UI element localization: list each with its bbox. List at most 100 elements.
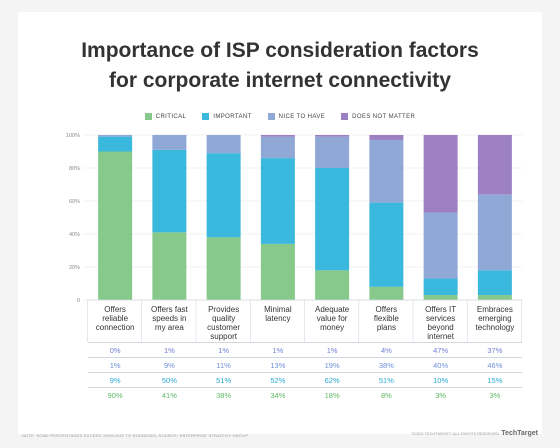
category-label-line: my area [154, 323, 184, 332]
footer-note: NOTE: SOME PERCENTAGES EXCEED 100% DUE T… [22, 433, 249, 438]
bar-does-not-matter [477, 135, 512, 195]
bar-nice-to-have [369, 139, 404, 203]
footer-credit: ©2023 TECHTARGET. ALL RIGHTS RESERVED. T… [412, 430, 538, 437]
bar-nice-to-have [152, 135, 187, 150]
value-cell: 52% [270, 376, 286, 385]
value-cell: 10% [433, 376, 449, 385]
category-label: Minimal latency [254, 305, 302, 323]
value-cell: 11% [216, 361, 231, 370]
value-cell: 3% [489, 391, 501, 400]
bar-important [152, 149, 187, 233]
footer-copyright: ©2023 TECHTARGET. ALL RIGHTS RESERVED. [411, 431, 501, 436]
category-label-line: quality [212, 314, 236, 323]
bar-critical [477, 295, 512, 300]
value-cell: 51% [378, 376, 394, 385]
bar-critical [98, 151, 133, 300]
category-label: Embraces emerging technology [471, 305, 519, 332]
category-label-line: emerging [478, 314, 512, 323]
category-label-line: money [320, 323, 345, 332]
bar-important [477, 270, 512, 296]
category-label-line: connection [95, 323, 135, 332]
y-tick-label: 20% [69, 265, 80, 271]
value-cell: 1% [326, 346, 338, 355]
value-row-nice-to-have: 1% 9% 11% 13% 19% 38% 40% 46% [88, 357, 522, 372]
bar-critical [423, 295, 458, 300]
bar-critical [369, 286, 404, 300]
value-cell: 37% [487, 346, 503, 355]
legend-swatch-critical [144, 113, 152, 120]
chart-title: Importance of ISP consideration factors … [18, 36, 542, 96]
value-cell: 38% [216, 391, 232, 400]
category-label-line: Offers IT [425, 305, 457, 314]
bar-does-not-matter [260, 135, 295, 137]
bar-important [369, 202, 404, 287]
bar-nice-to-have [315, 136, 350, 168]
value-cell: 40% [433, 361, 449, 370]
bar-critical [315, 270, 350, 300]
bar-does-not-matter [315, 135, 350, 137]
category-label-line: Offers fast [150, 305, 188, 314]
y-tick-label: 60% [69, 199, 80, 205]
bar-important [98, 136, 133, 152]
value-cell: 34% [270, 391, 286, 400]
chart-legend: CRITICAL IMPORTANT NICE TO HAVE DOES NOT… [18, 113, 542, 120]
bar-nice-to-have [206, 135, 241, 154]
value-cell: 1% [109, 361, 121, 370]
legend-swatch-does-not-matter [341, 113, 349, 120]
bar-nice-to-have [477, 194, 512, 271]
bar-important [260, 158, 295, 244]
legend-item-does-not-matter: DOES NOT MATTER [341, 113, 415, 120]
y-tick-label: 0 [77, 298, 80, 304]
category-label-line: Offers [375, 305, 398, 314]
category-label-line: reliable [102, 314, 129, 323]
legend-swatch-nice-to-have [267, 113, 275, 120]
value-cell: 9% [109, 376, 121, 385]
category-label-line: speeds in [152, 314, 187, 323]
value-cell: 41% [161, 391, 177, 400]
y-tick-label: 80% [69, 166, 80, 172]
category-label-line: plans [376, 323, 396, 332]
value-row-critical: 90% 41% 38% 34% 18% 8% 3% 3% [88, 387, 522, 402]
value-cell: 90% [107, 391, 123, 400]
category-label-line: technology [475, 323, 515, 332]
bar-does-not-matter [369, 135, 404, 140]
footer-brand: TechTarget [501, 430, 538, 437]
category-label-line: value for [316, 314, 348, 323]
category-label: Offers fast speeds in my area [145, 305, 193, 332]
value-cell: 13% [270, 361, 286, 370]
category-label-line: support [210, 332, 237, 341]
y-tick-label: 40% [69, 232, 80, 238]
value-cell: 1% [163, 346, 175, 355]
category-label: Offers IT services beyond internet [417, 305, 465, 341]
category-label: Offers flexible plans [362, 305, 410, 332]
y-tick-label: 100% [66, 133, 80, 139]
bar-does-not-matter [423, 135, 458, 213]
legend-item-nice-to-have: NICE TO HAVE [267, 113, 326, 120]
legend-label-important: IMPORTANT [213, 113, 252, 120]
value-cell: 62% [324, 376, 340, 385]
legend-label-does-not-matter: DOES NOT MATTER [352, 113, 416, 120]
value-cell: 3% [435, 391, 447, 400]
category-label-line: internet [427, 332, 454, 341]
bar-nice-to-have [260, 136, 295, 159]
chart-title-line-1: Importance of ISP consideration factors [81, 39, 479, 62]
category-label-line: beyond [427, 323, 454, 332]
category-label-line: services [425, 314, 456, 323]
legend-item-critical: CRITICAL [144, 113, 187, 120]
value-cell: 38% [378, 361, 394, 370]
bar-critical [152, 232, 187, 300]
bar-important [206, 153, 241, 238]
category-label: Adequate value for money [308, 305, 356, 332]
bar-important [423, 278, 458, 296]
value-cell: 51% [216, 376, 232, 385]
category-label: Offers reliable connection [91, 305, 139, 332]
category-label-line: Minimal [264, 305, 292, 314]
legend-item-important: IMPORTANT [202, 113, 251, 120]
value-cell: 50% [161, 376, 177, 385]
value-cell: 1% [218, 346, 230, 355]
value-cell: 18% [324, 391, 340, 400]
value-cell: 0% [109, 346, 121, 355]
value-cell: 4% [380, 346, 392, 355]
legend-label-nice-to-have: NICE TO HAVE [278, 113, 326, 120]
